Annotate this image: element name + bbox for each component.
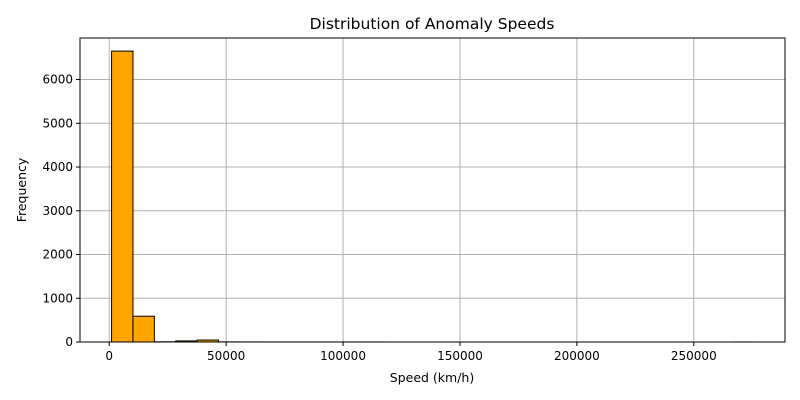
y-tick-label: 3000 [42, 204, 73, 218]
axes: 0 50000 100000 150000 200000 250000 0 1000 2000 3… [42, 73, 716, 363]
chart-title: Distribution of Anomaly Speeds [310, 15, 555, 33]
y-tick-label: 4000 [42, 160, 73, 174]
y-tick-label: 6000 [42, 73, 73, 87]
x-tick-label: 0 [105, 349, 113, 363]
x-axis-title: Speed (km/h) [390, 370, 474, 385]
y-axis-title: Frequency [14, 157, 29, 222]
y-tick-label: 5000 [42, 116, 73, 130]
x-tick-label: 100000 [320, 349, 366, 363]
y-tick-label: 1000 [42, 291, 73, 305]
histogram-bar [111, 50, 134, 343]
histogram-bar [132, 315, 155, 343]
x-tick-label: 200000 [554, 349, 600, 363]
y-tick-label: 0 [65, 335, 73, 349]
plot-frame [79, 37, 786, 343]
x-tick-label: 150000 [437, 349, 483, 363]
x-tick-label: 50000 [207, 349, 245, 363]
y-tick-label: 2000 [42, 248, 73, 262]
x-tick-label: 250000 [671, 349, 717, 363]
grid-lines [80, 38, 785, 343]
